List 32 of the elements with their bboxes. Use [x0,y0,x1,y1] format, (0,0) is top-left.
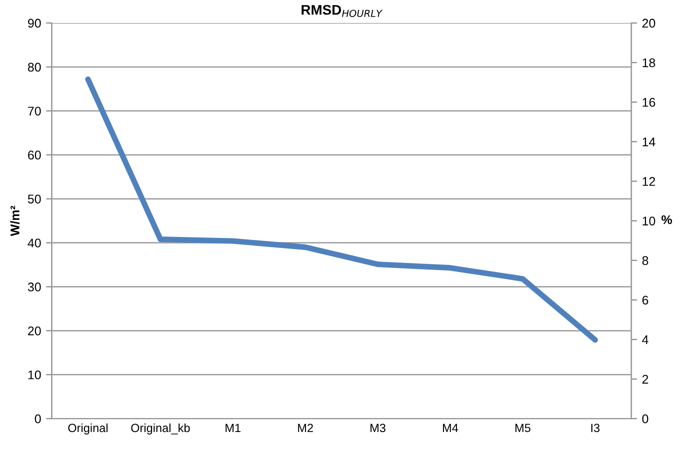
x-tick-label: M2 [298,424,313,432]
chart-title: RMSD$_{HOURLY}$ [302,4,383,18]
y-tick-label: 0 [34,414,41,424]
y2-tick-label: 12 [642,177,656,186]
y2-tick-label: 2 [642,374,648,384]
y-tick-label: 70 [28,106,41,116]
y2-tick-label: 14 [642,138,656,146]
y-tick-label: 50 [28,194,41,204]
y-tick-label: 90 [28,18,41,28]
y2-tick-label: 16 [642,98,656,107]
y-tick-label: 40 [28,238,41,248]
y-tick-label: 80 [28,62,41,72]
x-tick-label: I3 [591,424,600,432]
y2-axis-title: % [662,215,672,224]
y2-tick-label: 10 [642,216,656,226]
x-tick-label: M4 [442,424,458,432]
x-tick-label: Original [68,423,108,434]
y2-tick-label: 4 [642,335,648,344]
y-tick-label: 10 [28,370,41,380]
x-tick-label: M5 [515,424,530,432]
y-axis-title: W/m² [10,206,20,236]
y2-tick-label: 20 [642,18,656,28]
y2-tick-label: 18 [642,58,656,68]
y-tick-label: 20 [28,326,41,336]
y-tick-label: 60 [28,150,41,160]
y-tick-label: 30 [28,282,41,292]
y2-tick-label: 0 [642,414,648,424]
x-tick-label: M1 [226,424,240,432]
y2-tick-label: 6 [642,296,648,305]
y2-tick-label: 8 [642,256,648,266]
x-tick-label: M3 [370,424,386,432]
x-tick-label: Original_kb [131,423,190,434]
